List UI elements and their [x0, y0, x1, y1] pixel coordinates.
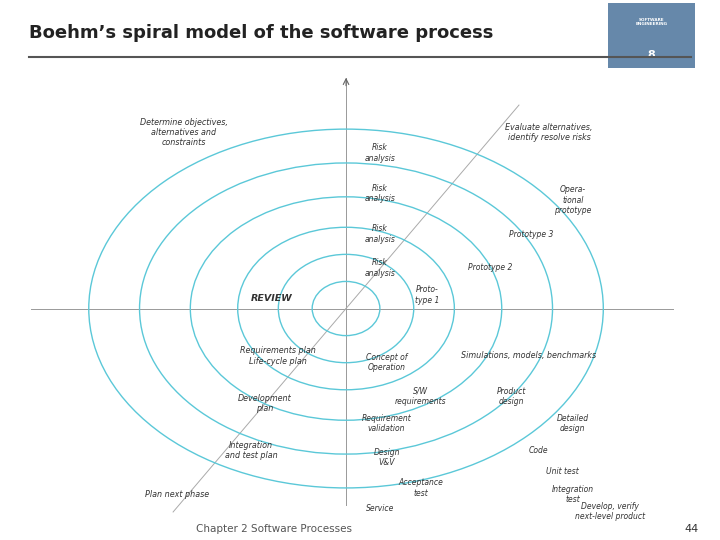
Text: 8: 8 — [648, 50, 655, 59]
Text: Prototype 2: Prototype 2 — [468, 264, 512, 272]
Text: S/W
requirements: S/W requirements — [395, 387, 446, 406]
Text: Risk
analysis: Risk analysis — [364, 184, 395, 203]
Text: Simulations, models, benchmarks: Simulations, models, benchmarks — [462, 352, 596, 360]
Text: Risk
analysis: Risk analysis — [364, 143, 395, 163]
Text: Requirement
validation: Requirement validation — [361, 414, 412, 433]
Text: Development
plan: Development plan — [238, 394, 292, 413]
Text: Acceptance
test: Acceptance test — [398, 478, 443, 498]
Text: Code: Code — [529, 446, 549, 455]
Text: Unit test: Unit test — [546, 467, 579, 476]
Text: Concept of
Operation: Concept of Operation — [366, 353, 408, 373]
Text: Detailed
design: Detailed design — [557, 414, 589, 433]
Text: Product
design: Product design — [498, 387, 526, 406]
Text: Integration
test: Integration test — [552, 485, 594, 504]
Text: Risk
analysis: Risk analysis — [364, 258, 395, 278]
Text: Proto-
type 1: Proto- type 1 — [415, 285, 439, 305]
Text: Risk
analysis: Risk analysis — [364, 224, 395, 244]
Text: Chapter 2 Software Processes: Chapter 2 Software Processes — [196, 524, 351, 534]
Text: Design
V&V: Design V&V — [374, 448, 400, 467]
Text: Service: Service — [366, 504, 394, 513]
Text: 44: 44 — [684, 524, 698, 534]
Text: Develop, verify
next-level product: Develop, verify next-level product — [575, 502, 645, 521]
Text: Requirements plan
Life-cycle plan: Requirements plan Life-cycle plan — [240, 346, 316, 366]
Text: Determine objectives,
alternatives and
constraints: Determine objectives, alternatives and c… — [140, 118, 228, 147]
Text: SOFTWARE
ENGINEERING: SOFTWARE ENGINEERING — [636, 18, 667, 26]
Text: Evaluate alternatives,
identify resolve risks: Evaluate alternatives, identify resolve … — [505, 123, 593, 142]
Text: Prototype 3: Prototype 3 — [508, 230, 553, 239]
Text: Opera-
tional
prototype: Opera- tional prototype — [554, 185, 592, 215]
Text: REVIEW: REVIEW — [251, 294, 292, 303]
Text: Plan next phase: Plan next phase — [145, 490, 209, 499]
Text: Integration
and test plan: Integration and test plan — [225, 441, 278, 461]
Text: Boehm’s spiral model of the software process: Boehm’s spiral model of the software pro… — [29, 24, 493, 42]
